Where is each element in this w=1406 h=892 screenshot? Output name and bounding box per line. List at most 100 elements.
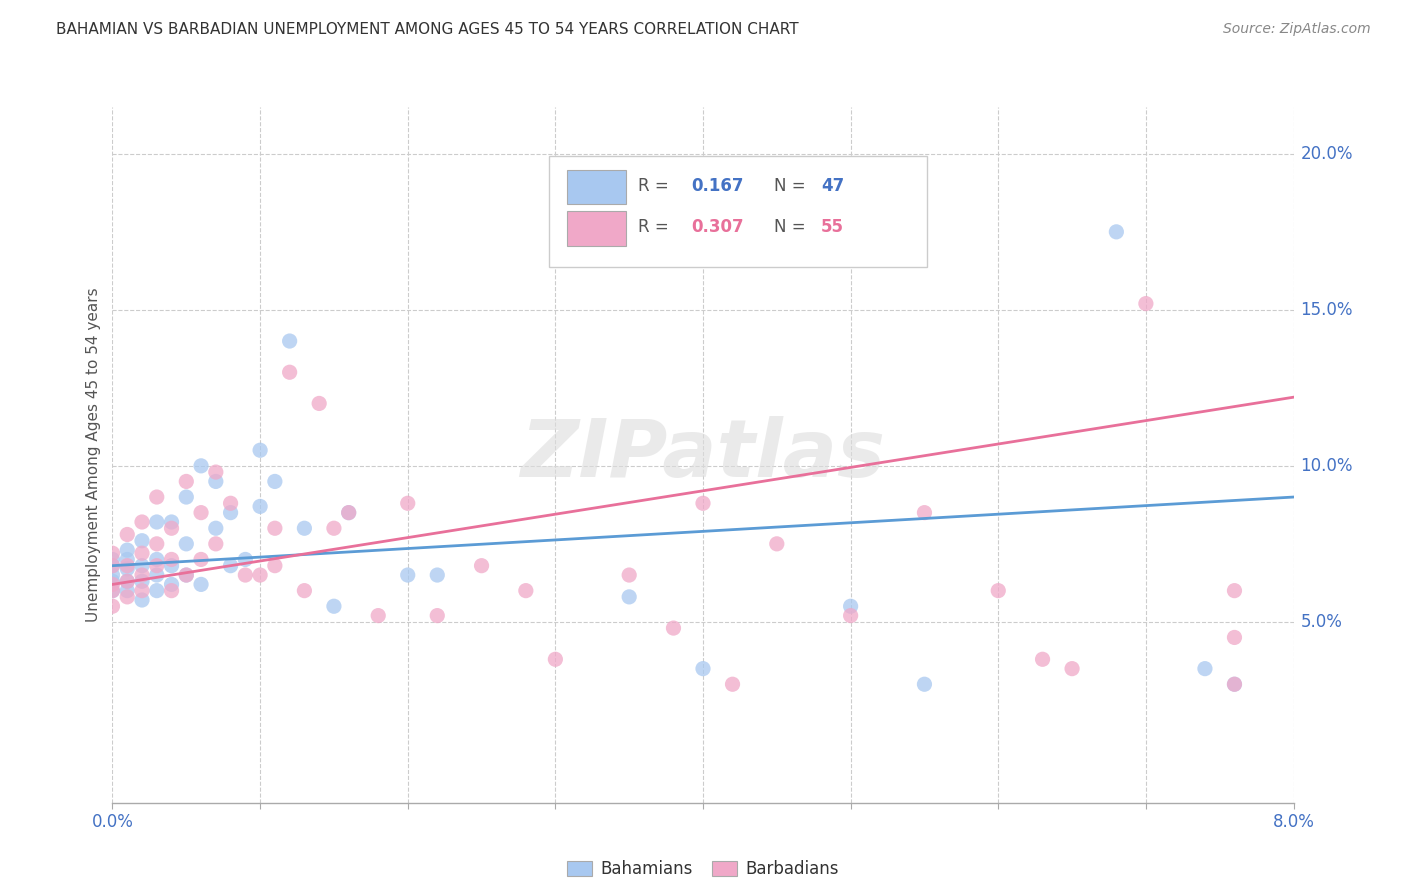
Point (249, 568, 271, 582)
Point (101, 577, 124, 591)
Point (174, 490, 197, 504)
Point (692, 496, 714, 510)
Point (914, 677, 936, 691)
Point (205, 537, 228, 551)
Point (101, 568, 124, 582)
Point (205, 475, 228, 489)
Point (765, 537, 787, 551)
Point (1223, 631, 1246, 645)
Text: 20.0%: 20.0% (1301, 145, 1353, 163)
Point (160, 552, 183, 566)
Point (101, 546, 124, 560)
Point (426, 568, 449, 582)
Point (396, 568, 419, 582)
Point (219, 506, 242, 520)
Point (190, 506, 212, 520)
Point (101, 583, 124, 598)
Text: 5.0%: 5.0% (1301, 613, 1343, 631)
Text: 10.0%: 10.0% (1301, 457, 1353, 475)
Text: R =: R = (638, 177, 673, 194)
Point (662, 621, 685, 635)
Point (131, 574, 153, 589)
Point (515, 583, 537, 598)
Point (1223, 583, 1246, 598)
FancyBboxPatch shape (567, 211, 626, 246)
Point (101, 552, 124, 566)
Point (160, 577, 183, 591)
Point (1194, 662, 1216, 676)
Point (1062, 662, 1084, 676)
Point (117, 552, 138, 566)
Point (1223, 677, 1246, 691)
Point (160, 558, 183, 573)
Point (131, 583, 153, 598)
Point (160, 521, 183, 535)
Point (323, 521, 346, 535)
Point (146, 515, 169, 529)
Point (1032, 652, 1054, 666)
Point (367, 608, 389, 623)
Point (987, 583, 1010, 598)
Point (190, 552, 212, 566)
Point (101, 583, 124, 598)
Point (396, 496, 419, 510)
Point (205, 521, 228, 535)
Point (323, 599, 346, 614)
Point (131, 568, 153, 582)
Text: 15.0%: 15.0% (1301, 301, 1353, 318)
Text: Source: ZipAtlas.com: Source: ZipAtlas.com (1223, 22, 1371, 37)
Point (131, 593, 153, 607)
Point (292, 583, 315, 598)
Point (190, 577, 212, 591)
Point (131, 558, 153, 573)
Point (146, 537, 169, 551)
Point (117, 590, 138, 604)
Point (146, 583, 169, 598)
Point (174, 568, 197, 582)
Point (914, 506, 936, 520)
Point (692, 662, 714, 676)
Point (131, 533, 153, 548)
Point (219, 558, 242, 573)
Point (839, 608, 862, 623)
Point (174, 475, 197, 489)
Point (619, 590, 641, 604)
Legend: Bahamians, Barbadians: Bahamians, Barbadians (560, 854, 846, 885)
Point (278, 334, 301, 348)
Point (264, 558, 287, 573)
Text: ZIPatlas: ZIPatlas (520, 416, 886, 494)
Point (101, 599, 124, 614)
Text: N =: N = (773, 219, 811, 236)
Point (117, 562, 138, 576)
Point (174, 568, 197, 582)
Point (249, 443, 271, 458)
Point (146, 558, 169, 573)
Text: BAHAMIAN VS BARBADIAN UNEMPLOYMENT AMONG AGES 45 TO 54 YEARS CORRELATION CHART: BAHAMIAN VS BARBADIAN UNEMPLOYMENT AMONG… (56, 22, 799, 37)
Point (101, 574, 124, 589)
Point (146, 490, 169, 504)
Point (1105, 225, 1128, 239)
Point (146, 552, 169, 566)
Point (190, 458, 212, 473)
Point (117, 583, 138, 598)
Point (471, 558, 494, 573)
Point (233, 568, 256, 582)
Point (117, 574, 138, 589)
Point (205, 465, 228, 479)
Point (337, 506, 360, 520)
Point (131, 515, 153, 529)
Point (160, 515, 183, 529)
Point (233, 552, 256, 566)
Point (117, 558, 138, 573)
Point (174, 537, 197, 551)
Y-axis label: Unemployment Among Ages 45 to 54 years: Unemployment Among Ages 45 to 54 years (86, 287, 101, 623)
Text: 0.167: 0.167 (692, 177, 744, 194)
Point (146, 568, 169, 582)
Text: 47: 47 (821, 177, 845, 194)
Point (117, 527, 138, 541)
Point (117, 574, 138, 589)
Point (219, 496, 242, 510)
Point (721, 677, 744, 691)
FancyBboxPatch shape (567, 169, 626, 204)
Point (544, 652, 567, 666)
